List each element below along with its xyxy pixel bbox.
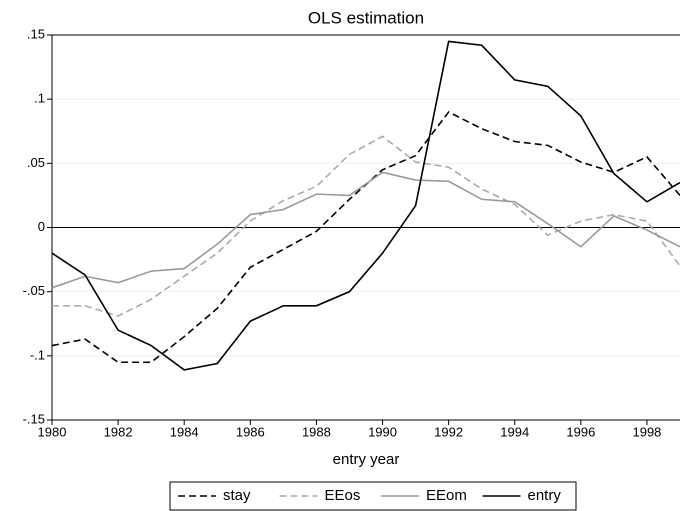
- x-tick-label: 1980: [38, 424, 67, 439]
- x-axis-label: entry year: [333, 451, 400, 468]
- y-tick-label: -.15: [23, 411, 45, 426]
- x-tick-label: 1994: [500, 424, 529, 439]
- x-tick-label: 1990: [368, 424, 397, 439]
- legend-label: entry: [528, 487, 562, 504]
- legend-label: EEos: [325, 487, 361, 504]
- x-tick-label: 1984: [170, 424, 199, 439]
- y-tick-label: .05: [27, 155, 45, 170]
- series-line: [51, 110, 680, 364]
- x-tick-label: 1982: [104, 424, 133, 439]
- x-tick-label: 1988: [302, 424, 331, 439]
- x-tick-label: 1986: [236, 424, 265, 439]
- series-line: [52, 135, 680, 317]
- series-line: [51, 40, 680, 371]
- x-tick-label: 1996: [566, 424, 595, 439]
- x-tick-label: 1992: [434, 424, 463, 439]
- y-tick-label: 0: [38, 219, 45, 234]
- x-tick-label: 1998: [632, 424, 661, 439]
- legend-label: stay: [223, 487, 251, 504]
- series-line: [51, 171, 680, 289]
- y-tick-label: .1: [34, 91, 45, 106]
- legend-label: EEom: [426, 487, 467, 504]
- y-tick-label: -.05: [23, 283, 45, 298]
- chart-title: OLS estimation: [308, 8, 424, 27]
- y-tick-label: .15: [27, 26, 45, 41]
- y-tick-label: -.1: [30, 347, 45, 362]
